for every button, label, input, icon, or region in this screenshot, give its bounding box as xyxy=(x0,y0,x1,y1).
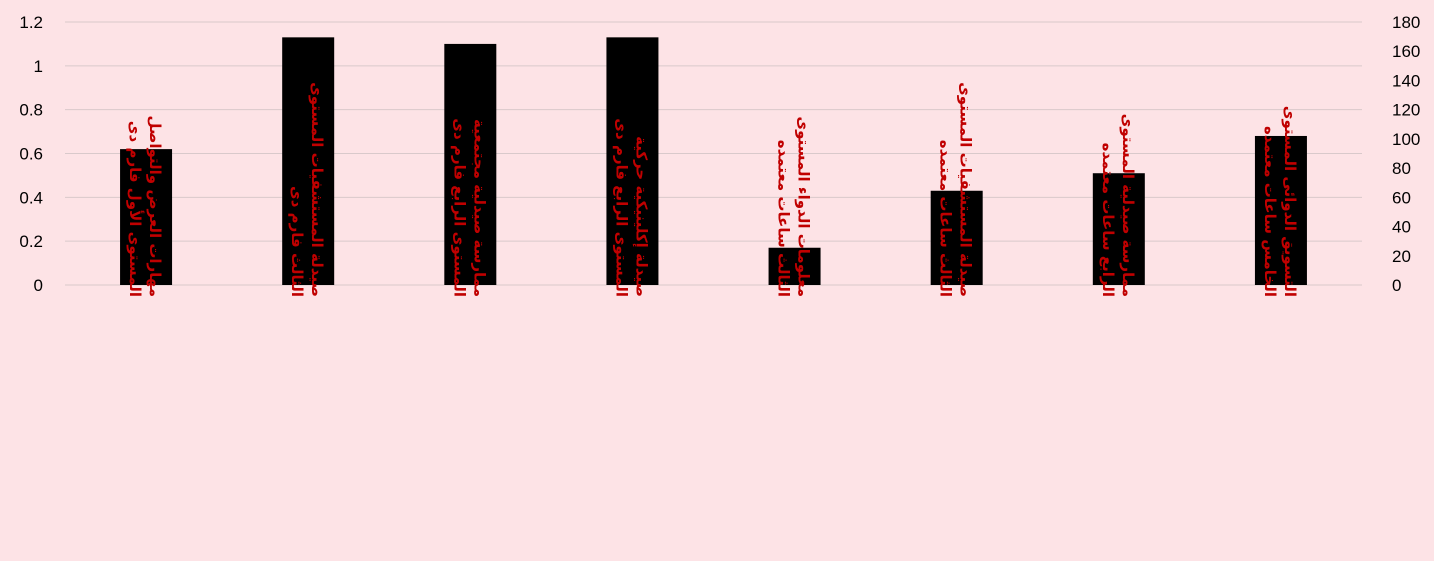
category-label-line: مهارات العرض والتواصل xyxy=(146,115,164,297)
category-label-line: الخامس ساعات معتمده xyxy=(1261,126,1279,297)
left-tick-label: 1.2 xyxy=(19,13,43,32)
right-tick-label: 100 xyxy=(1392,130,1420,149)
category-label-line: الثالث فارم دى xyxy=(288,186,306,297)
bar xyxy=(768,247,821,285)
right-axis-ticks: 0 20 40 60 80 100 120 140 160 180 xyxy=(1392,13,1420,295)
bars xyxy=(120,37,1307,285)
left-axis-ticks: 0 0.2 0.4 0.6 0.8 1 1.2 xyxy=(19,13,43,295)
category-label-line: المستوى الرابع فارم دى xyxy=(450,118,468,297)
bar xyxy=(606,37,659,285)
category-label-line: معلومات الدواء المستوى xyxy=(795,116,813,297)
left-tick-label: 0.2 xyxy=(19,232,43,251)
right-tick-label: 140 xyxy=(1392,71,1420,90)
category-label-line: الرابع ساعات معتمده xyxy=(1099,143,1117,297)
right-tick-label: 60 xyxy=(1392,188,1411,207)
left-tick-label: 0.8 xyxy=(19,101,43,120)
category-label-line: صيدلة المستشفيات المستوى xyxy=(957,82,975,297)
right-tick-label: 20 xyxy=(1392,247,1411,266)
bar xyxy=(444,43,497,285)
right-tick-label: 0 xyxy=(1392,276,1401,295)
category-label-line: الثالث ساعات معتمده xyxy=(775,140,793,297)
category-label-line: الثالث ساعات معتمده xyxy=(937,140,955,297)
gridlines xyxy=(65,21,1362,286)
category-label-line: المستوى الرابع فارم دى xyxy=(612,118,630,297)
bar xyxy=(120,149,173,285)
category-label-line: ممارسة صيدلية مجتمعية xyxy=(470,119,488,297)
category-label-line: صيدلة إكلينيكية حركية xyxy=(632,136,650,297)
right-tick-label: 120 xyxy=(1392,101,1420,120)
right-tick-label: 160 xyxy=(1392,42,1420,61)
left-tick-label: 0.6 xyxy=(19,145,43,164)
bar xyxy=(282,37,335,285)
left-tick-label: 0 xyxy=(34,276,43,295)
bar xyxy=(1254,135,1307,285)
category-label-line: التسويق الدوائى المستوى xyxy=(1281,106,1299,297)
category-label-line: صيدلة المستشفيات المستوى xyxy=(308,82,326,297)
right-tick-label: 40 xyxy=(1392,218,1411,237)
left-tick-label: 0.4 xyxy=(19,188,43,207)
left-tick-label: 1 xyxy=(34,57,43,76)
category-label-line: المستوى الأول فارم دى xyxy=(126,121,144,297)
right-tick-label: 80 xyxy=(1392,159,1411,178)
bar xyxy=(930,190,983,285)
bar xyxy=(1092,173,1145,285)
category-label-line: ممارسة صيدلية المستوى xyxy=(1119,114,1137,297)
right-tick-label: 180 xyxy=(1392,13,1420,32)
